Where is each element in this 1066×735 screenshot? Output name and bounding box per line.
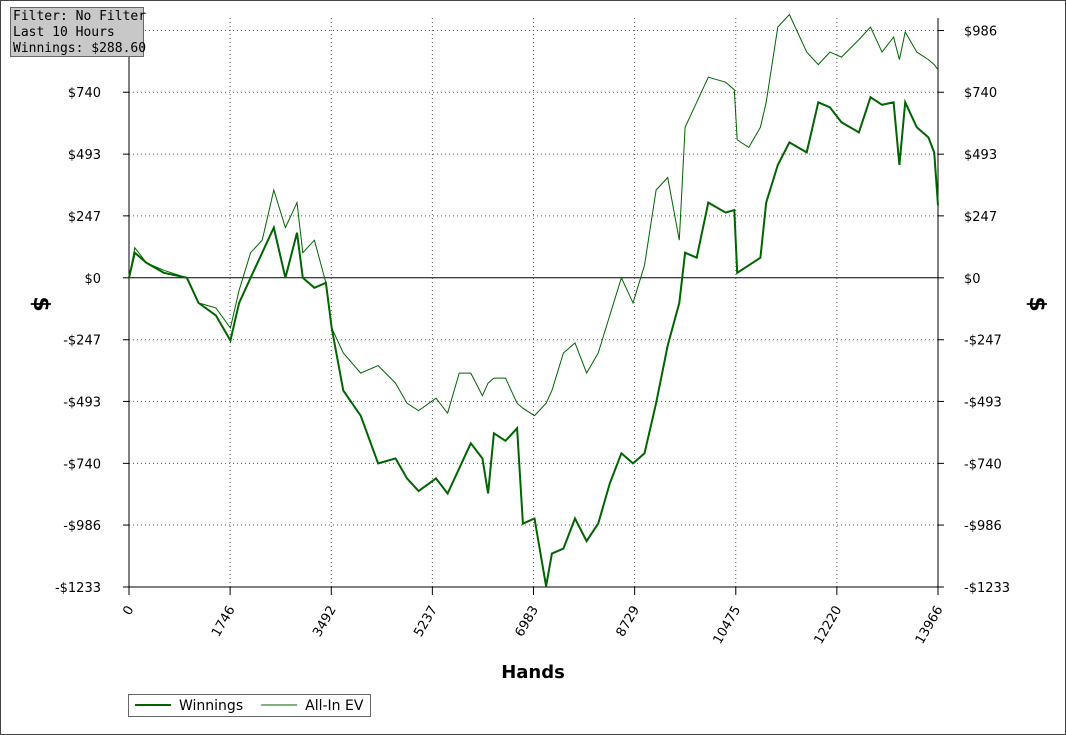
legend-box: [128, 694, 371, 717]
y-tick-label: -$1233: [55, 581, 101, 596]
y-tick-label: -$247: [63, 334, 101, 349]
y-tick-label: -$740: [63, 457, 101, 472]
y2-tick-label: -$493: [964, 395, 1002, 410]
y2-tick-label: $740: [964, 86, 997, 101]
info-line: Winnings: $288.60: [13, 41, 146, 56]
y-tick-label: -$493: [63, 395, 101, 410]
y2-tick-label: $986: [964, 25, 997, 40]
y2-axis-label: $: [1024, 296, 1049, 311]
x-axis-label: Hands: [501, 662, 565, 683]
info-box: [10, 7, 144, 57]
info-line: Filter: No Filter: [13, 9, 146, 24]
y2-tick-label: -$740: [964, 457, 1002, 472]
y2-tick-label: $493: [964, 148, 997, 163]
series-line: [128, 95, 939, 587]
legend: Winnings All-In EV: [135, 698, 364, 714]
y-tick-label: $493: [68, 148, 101, 163]
y-tick-label: -$986: [63, 519, 101, 534]
y-tick-label: $740: [68, 86, 101, 101]
y2-tick-label: -$986: [964, 519, 1002, 534]
y-tick-label: $0: [84, 272, 101, 287]
y2-tick-label: $247: [964, 210, 997, 225]
info-line: Last 10 Hours: [13, 25, 115, 40]
legend-label: All-In EV: [305, 698, 364, 714]
y2-tick-label: -$247: [964, 334, 1002, 349]
y-axis-label: $: [28, 296, 53, 311]
series-line: [128, 13, 939, 417]
y2-tick-label: $0: [964, 272, 981, 287]
y-tick-label: $247: [68, 210, 101, 225]
y2-tick-label: -$1233: [964, 581, 1010, 596]
legend-label: Winnings: [179, 698, 243, 714]
